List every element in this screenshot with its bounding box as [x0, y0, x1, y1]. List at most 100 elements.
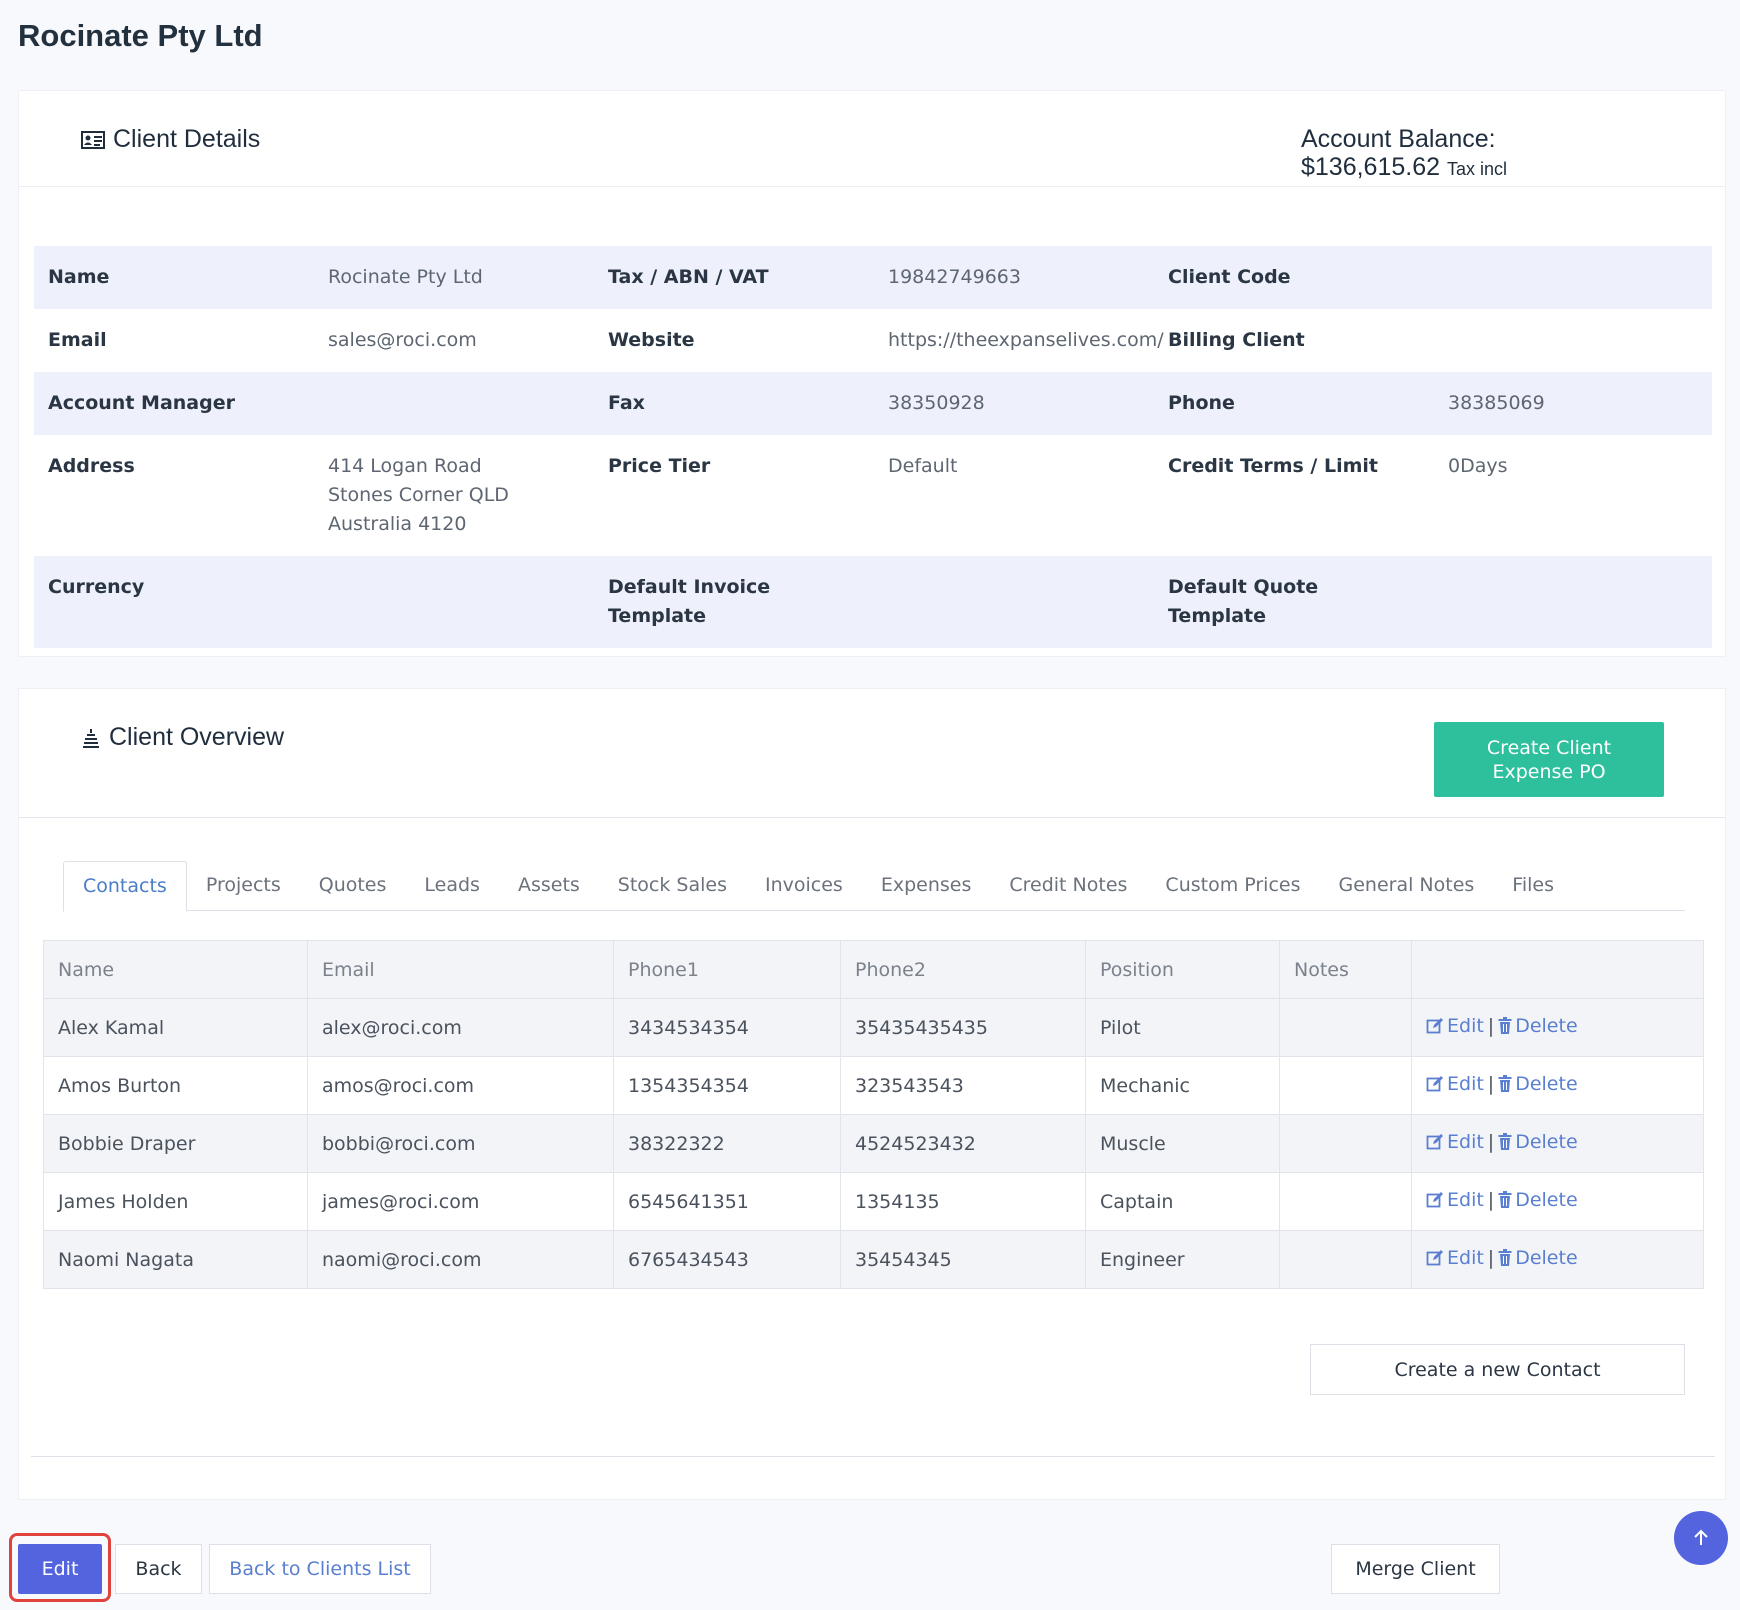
contact-name: Bobbie Draper — [43, 1114, 308, 1173]
details-value: https://theexpanselives.com/ — [888, 329, 1164, 351]
client-overview-title: Client Overview — [81, 723, 284, 752]
details-label: Client Code — [1154, 246, 1434, 309]
tab-expenses[interactable]: Expenses — [880, 874, 972, 896]
create-new-contact-button[interactable]: Create a new Contact — [1310, 1344, 1685, 1395]
column-header-actions — [1411, 940, 1704, 999]
client-overview-card: Client Overview Create Client Expense PO… — [18, 688, 1726, 1500]
details-label: Tax / ABN / VAT — [594, 246, 874, 309]
edit-contact-link[interactable]: Edit — [1447, 1247, 1484, 1269]
contacts-table: Name Email Phone1 Phone2 Position Notes … — [43, 940, 1704, 1289]
back-to-clients-list-button[interactable]: Back to Clients List — [209, 1544, 431, 1594]
column-header-name: Name — [43, 940, 308, 999]
details-label: Default Invoice Template — [594, 556, 874, 648]
action-separator: | — [1487, 1015, 1495, 1037]
tab-custom-prices[interactable]: Custom Prices — [1165, 874, 1301, 896]
details-label: Account Manager — [34, 372, 314, 435]
edit-button[interactable]: Edit — [18, 1544, 102, 1594]
account-balance-label: Account Balance: — [1301, 125, 1496, 153]
tab-leads[interactable]: Leads — [424, 874, 480, 896]
edit-contact-link[interactable]: Edit — [1447, 1073, 1484, 1095]
details-label: Credit Terms / Limit — [1168, 455, 1378, 477]
tab-credit-notes[interactable]: Credit Notes — [1009, 874, 1128, 896]
edit-icon[interactable] — [1426, 1075, 1444, 1093]
tab-general-notes[interactable]: General Notes — [1338, 874, 1475, 896]
contact-actions: Edit | Delete — [1411, 1172, 1704, 1231]
contact-actions: Edit | Delete — [1411, 998, 1704, 1057]
edit-icon[interactable] — [1426, 1249, 1444, 1267]
tab-files[interactable]: Files — [1512, 874, 1554, 896]
trash-icon[interactable] — [1498, 1133, 1512, 1151]
details-value — [1434, 309, 1712, 372]
contact-notes — [1279, 1172, 1412, 1231]
contact-phone2: 1354135 — [840, 1172, 1086, 1231]
tab-assets[interactable]: Assets — [517, 874, 580, 896]
client-details-title: Client Details — [81, 125, 260, 154]
back-button[interactable]: Back — [115, 1544, 202, 1594]
details-label: Default Quote Template — [1154, 556, 1434, 648]
delete-contact-link[interactable]: Delete — [1515, 1131, 1578, 1153]
delete-contact-link[interactable]: Delete — [1515, 1015, 1578, 1037]
details-label: Website — [608, 329, 695, 351]
action-separator: | — [1487, 1189, 1495, 1211]
contact-position: Captain — [1085, 1172, 1280, 1231]
edit-icon[interactable] — [1426, 1191, 1444, 1209]
tab-projects[interactable]: Projects — [205, 874, 281, 896]
edit-icon[interactable] — [1426, 1133, 1444, 1151]
edit-contact-link[interactable]: Edit — [1447, 1015, 1484, 1037]
contact-email: naomi@roci.com — [307, 1230, 614, 1289]
details-label: Address — [48, 455, 135, 477]
tab-stock-sales[interactable]: Stock Sales — [617, 874, 727, 896]
column-header-notes: Notes — [1279, 940, 1412, 999]
contact-actions: Edit | Delete — [1411, 1056, 1704, 1115]
contact-phone2: 35454345 — [840, 1230, 1086, 1289]
action-separator: | — [1487, 1247, 1495, 1269]
create-client-expense-po-button[interactable]: Create Client Expense PO — [1434, 722, 1664, 797]
contact-phone1: 1354354354 — [613, 1056, 841, 1115]
details-value: Default — [888, 455, 958, 477]
details-value — [314, 372, 594, 435]
contact-phone1: 6765434543 — [613, 1230, 841, 1289]
trash-icon[interactable] — [1498, 1191, 1512, 1209]
contact-notes — [1279, 998, 1412, 1057]
contact-position: Mechanic — [1085, 1056, 1280, 1115]
delete-contact-link[interactable]: Delete — [1515, 1247, 1578, 1269]
column-header-phone2: Phone2 — [840, 940, 1086, 999]
details-row: Name Rocinate Pty Ltd Tax / ABN / VAT 19… — [34, 246, 1712, 309]
column-header-email: Email — [307, 940, 614, 999]
account-balance-value: $136,615.62 — [1301, 153, 1441, 181]
details-value: sales@roci.com — [328, 329, 477, 351]
id-card-icon — [81, 130, 105, 150]
trash-icon[interactable] — [1498, 1249, 1512, 1267]
edit-contact-link[interactable]: Edit — [1447, 1189, 1484, 1211]
delete-contact-link[interactable]: Delete — [1515, 1189, 1578, 1211]
scroll-to-top-button[interactable] — [1674, 1511, 1728, 1565]
account-balance: Account Balance: $136,615.62 Tax incl — [1301, 125, 1507, 183]
layers-icon — [81, 727, 101, 749]
client-overview-title-text: Client Overview — [109, 723, 285, 751]
merge-client-button[interactable]: Merge Client — [1331, 1544, 1500, 1594]
action-separator: | — [1487, 1131, 1495, 1153]
tab-invoices[interactable]: Invoices — [765, 874, 843, 896]
tab-quotes[interactable]: Quotes — [318, 874, 387, 896]
tab-contacts[interactable]: Contacts — [63, 861, 187, 912]
address-line: Australia 4120 — [328, 513, 467, 535]
edit-contact-link[interactable]: Edit — [1447, 1131, 1484, 1153]
details-row: Currency Default Invoice Template Defaul… — [34, 556, 1712, 648]
contact-phone1: 3434534354 — [613, 998, 841, 1057]
column-header-position: Position — [1085, 940, 1280, 999]
details-row: Email sales@roci.com Website https://the… — [34, 309, 1712, 372]
details-label: Email — [48, 329, 107, 351]
contact-email: amos@roci.com — [307, 1056, 614, 1115]
contact-email: james@roci.com — [307, 1172, 614, 1231]
details-label: Currency — [34, 556, 314, 648]
trash-icon[interactable] — [1498, 1075, 1512, 1093]
address-line: Stones Corner QLD — [328, 484, 509, 506]
contact-phone1: 38322322 — [613, 1114, 841, 1173]
contact-email: alex@roci.com — [307, 998, 614, 1057]
details-value — [314, 556, 594, 648]
edit-icon[interactable] — [1426, 1017, 1444, 1035]
details-value: 38350928 — [874, 372, 1154, 435]
contact-position: Muscle — [1085, 1114, 1280, 1173]
trash-icon[interactable] — [1498, 1017, 1512, 1035]
delete-contact-link[interactable]: Delete — [1515, 1073, 1578, 1095]
